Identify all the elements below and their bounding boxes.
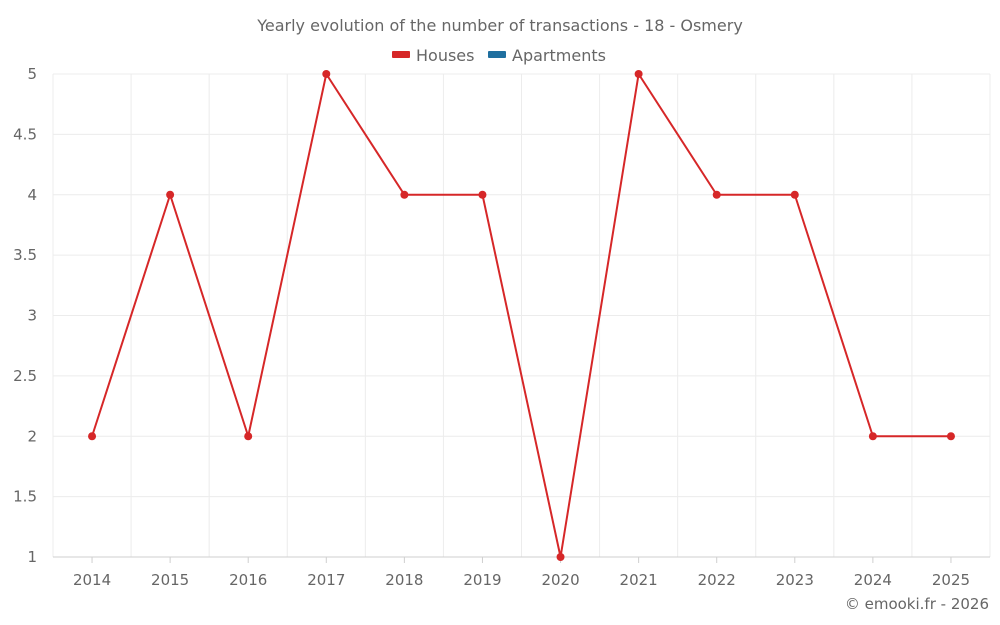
series-line-houses [91,73,951,558]
grid [52,73,991,558]
data-point-houses[interactable] [790,190,799,199]
data-point-houses[interactable] [166,190,175,199]
legend-label-houses: Houses [416,46,474,65]
x-tick-label: 2019 [463,571,501,589]
x-tick-label: 2022 [698,571,736,589]
y-tick-label: 1 [27,548,37,566]
data-point-houses[interactable] [322,70,331,78]
legend-item-apartments[interactable]: Apartments [488,46,606,65]
x-tick-label: 2023 [776,571,814,589]
legend-item-houses[interactable]: Houses [392,46,474,65]
data-point-houses[interactable] [478,190,487,199]
data-point-houses[interactable] [556,553,565,561]
y-axis: 1 1.5 2 2.5 3 3.5 4 4.5 5 [13,65,37,566]
x-tick-label: 2021 [620,571,658,589]
y-tick-label: 2 [27,427,37,445]
y-tick-label: 5 [27,65,37,83]
x-tick-label: 2024 [854,571,892,589]
legend-label-apartments: Apartments [512,46,606,65]
x-tick-label: 2018 [385,571,423,589]
data-point-houses[interactable] [868,432,877,441]
data-point-houses[interactable] [88,432,97,441]
x-tick-label: 2017 [307,571,345,589]
y-tick-label: 3 [27,307,37,325]
chart-title: Yearly evolution of the number of transa… [256,16,743,35]
x-tick-label: 2016 [229,571,267,589]
data-point-houses[interactable] [946,432,955,441]
x-axis: 2014 2015 2016 2017 2018 2019 2020 2021 2022 2023… [53,556,990,589]
data-point-houses[interactable] [712,190,721,199]
x-tick-label: 2020 [541,571,579,589]
x-tick-label: 2014 [73,571,111,589]
y-tick-label: 4.5 [13,125,37,143]
y-tick-label: 2.5 [13,367,37,385]
x-tick-label: 2015 [151,571,189,589]
legend-swatch-apartments [488,51,506,58]
x-tick-label: 2025 [932,571,970,589]
legend: Houses Apartments [392,46,606,65]
data-point-houses[interactable] [244,432,253,441]
data-point-houses[interactable] [634,70,643,78]
credit-text: © emooki.fr - 2026 [845,595,989,613]
plot-area [88,70,955,561]
y-tick-label: 4 [27,186,37,204]
data-point-houses[interactable] [400,190,409,199]
y-tick-label: 3.5 [13,246,37,264]
legend-swatch-houses [392,51,410,58]
y-tick-label: 1.5 [13,488,37,506]
